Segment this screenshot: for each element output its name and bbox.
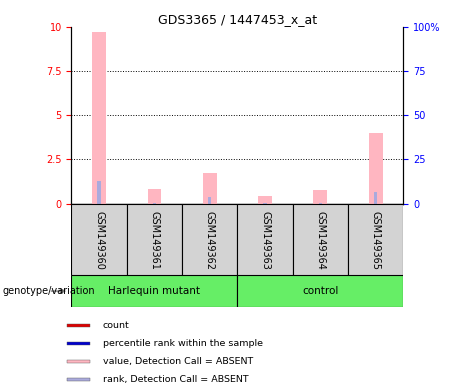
Bar bbox=[153, 203, 156, 204]
Bar bbox=[148, 189, 161, 204]
Bar bbox=[203, 174, 217, 204]
Title: GDS3365 / 1447453_x_at: GDS3365 / 1447453_x_at bbox=[158, 13, 317, 26]
Bar bbox=[369, 133, 383, 204]
Text: count: count bbox=[103, 321, 130, 330]
Text: rank, Detection Call = ABSENT: rank, Detection Call = ABSENT bbox=[103, 375, 248, 384]
Text: percentile rank within the sample: percentile rank within the sample bbox=[103, 339, 263, 348]
Bar bbox=[182, 204, 237, 275]
Bar bbox=[67, 342, 90, 345]
Bar bbox=[71, 204, 127, 275]
Text: control: control bbox=[302, 286, 338, 296]
Text: Harlequin mutant: Harlequin mutant bbox=[108, 286, 201, 296]
Bar bbox=[208, 197, 212, 204]
Bar bbox=[348, 204, 403, 275]
Bar bbox=[319, 203, 322, 204]
Bar bbox=[263, 203, 267, 204]
Bar bbox=[71, 275, 237, 307]
Bar bbox=[237, 275, 403, 307]
Bar bbox=[127, 204, 182, 275]
Bar bbox=[67, 378, 90, 381]
Bar bbox=[313, 190, 327, 204]
Text: GSM149361: GSM149361 bbox=[149, 211, 160, 270]
Bar bbox=[67, 360, 90, 363]
Bar bbox=[293, 204, 348, 275]
Text: GSM149363: GSM149363 bbox=[260, 211, 270, 270]
Bar bbox=[97, 180, 101, 204]
Bar bbox=[237, 204, 293, 275]
Bar bbox=[67, 324, 90, 327]
Text: GSM149360: GSM149360 bbox=[94, 211, 104, 270]
Text: GSM149365: GSM149365 bbox=[371, 211, 381, 270]
Bar bbox=[92, 32, 106, 204]
Text: GSM149364: GSM149364 bbox=[315, 211, 325, 270]
Text: genotype/variation: genotype/variation bbox=[2, 286, 95, 296]
Bar bbox=[258, 195, 272, 204]
Bar bbox=[374, 192, 378, 204]
Text: value, Detection Call = ABSENT: value, Detection Call = ABSENT bbox=[103, 357, 253, 366]
Text: GSM149362: GSM149362 bbox=[205, 211, 215, 270]
